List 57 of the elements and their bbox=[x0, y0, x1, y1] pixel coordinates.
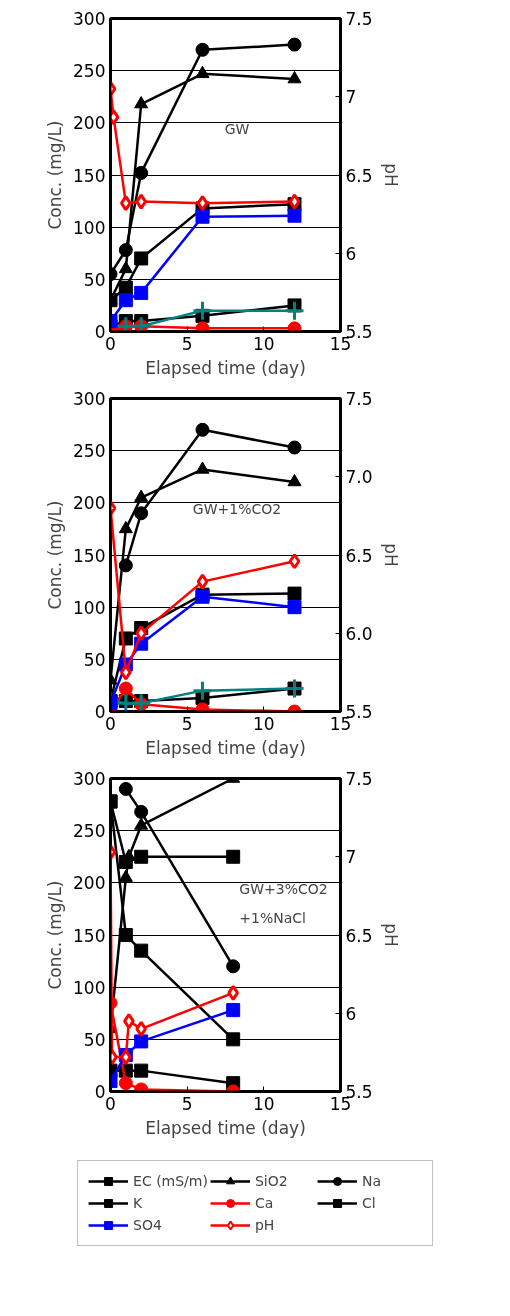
y-tick-label: 300 bbox=[73, 769, 106, 789]
y2-tick-label: 6.5 bbox=[345, 545, 373, 566]
y-tick-label: 50 bbox=[83, 269, 106, 290]
legend-label: EC (mS/m) bbox=[133, 1172, 208, 1189]
y2-tick-label: 7 bbox=[345, 847, 357, 868]
y2-axis-title: pH bbox=[380, 163, 401, 187]
y-tick-label: 150 bbox=[73, 165, 106, 186]
y2-tick-label: 7.5 bbox=[345, 9, 373, 29]
y-tick-label: 300 bbox=[73, 9, 106, 29]
x-tick-label: 10 bbox=[253, 1093, 275, 1114]
x-tick-label: 10 bbox=[253, 713, 275, 734]
x-tick-label: 10 bbox=[253, 333, 275, 354]
y-tick-label: 50 bbox=[83, 649, 106, 670]
legend-label: SiO2 bbox=[254, 1172, 289, 1189]
y-tick-label: 200 bbox=[73, 113, 106, 134]
x-axis-title: Elapsed time (day) bbox=[145, 1117, 306, 1138]
y-tick-label: 250 bbox=[73, 821, 106, 842]
y2-tick-label: 6 bbox=[345, 243, 357, 264]
y-axis-title: Conc. (mg/L) bbox=[45, 880, 66, 990]
y-tick-label: 200 bbox=[73, 493, 106, 514]
x-tick-label: 5 bbox=[181, 333, 193, 354]
y-axis-title: Conc. (mg/L) bbox=[45, 500, 66, 610]
y2-tick-label: 7 bbox=[345, 87, 357, 108]
y-tick-label: 50 bbox=[83, 1029, 106, 1050]
y2-tick-label: 6 bbox=[345, 1003, 357, 1024]
legend-label: Cl bbox=[361, 1194, 377, 1211]
x-tick-label: 5 bbox=[181, 1093, 193, 1114]
annotation: GW+3%CO2 bbox=[239, 881, 328, 898]
y2-tick-label: 7.5 bbox=[345, 389, 373, 409]
x-axis-title: Elapsed time (day) bbox=[145, 737, 306, 758]
y-tick-label: 100 bbox=[73, 977, 106, 998]
y-tick-label: 100 bbox=[73, 597, 106, 618]
legend-label: Na bbox=[361, 1172, 382, 1189]
annotation: +1%NaCl bbox=[239, 909, 306, 926]
legend-label: pH bbox=[254, 1216, 276, 1233]
y2-tick-label: 7.5 bbox=[345, 769, 373, 789]
annotation: GW+1%CO2 bbox=[192, 501, 282, 518]
y-tick-label: 150 bbox=[73, 925, 106, 946]
legend-label: Ca bbox=[254, 1194, 275, 1211]
y2-tick-label: 6.0 bbox=[345, 623, 373, 644]
y-tick-label: 250 bbox=[73, 61, 106, 82]
y-tick-label: 100 bbox=[73, 217, 106, 238]
y2-tick-label: 6.5 bbox=[345, 925, 373, 946]
y2-tick-label: 7.0 bbox=[345, 467, 373, 488]
y-axis-title: Conc. (mg/L) bbox=[45, 120, 66, 230]
y-tick-label: 150 bbox=[73, 545, 106, 566]
y-tick-label: 250 bbox=[73, 441, 106, 462]
x-tick-label: 5 bbox=[181, 713, 193, 734]
annotation: GW bbox=[224, 121, 250, 138]
legend-label: K bbox=[133, 1194, 144, 1211]
y-tick-label: 200 bbox=[73, 873, 106, 894]
y2-axis-title: pH bbox=[380, 543, 401, 567]
y2-tick-label: 6.5 bbox=[345, 165, 373, 186]
y2-axis-title: pH bbox=[380, 923, 401, 947]
y-tick-label: 300 bbox=[73, 389, 106, 409]
x-axis-title: Elapsed time (day) bbox=[145, 357, 306, 378]
legend-label: SO4 bbox=[133, 1216, 163, 1233]
